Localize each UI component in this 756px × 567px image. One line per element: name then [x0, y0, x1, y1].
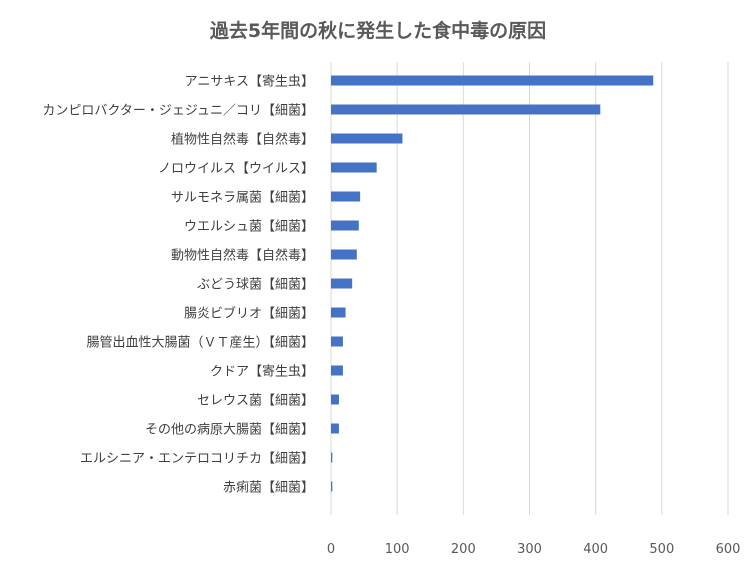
category-label: ぶどう球菌【細菌】 [197, 278, 314, 293]
category-labels: アニサキス【寄生虫】カンピロバクター・ジェジュニ／コリ【細菌】植物性自然毒【自然… [42, 74, 314, 496]
bar-12 [331, 423, 339, 434]
category-label: 植物性自然毒【自然毒】 [171, 132, 314, 148]
x-tick-label: 300 [517, 542, 542, 557]
bar-2 [331, 133, 403, 144]
x-tick-label: 100 [385, 542, 410, 557]
bar-6 [331, 249, 357, 260]
bar-0 [331, 75, 654, 86]
bar-8 [331, 307, 346, 318]
category-label: 腸管出血性大腸菌（ＶＴ産生）【細菌】 [86, 335, 314, 351]
bar-13 [331, 452, 333, 463]
bars [331, 75, 654, 492]
bar-1 [331, 104, 601, 115]
category-label: 動物性自然毒【自然毒】 [171, 248, 314, 264]
x-tick-label: 200 [451, 542, 476, 557]
bar-7 [331, 278, 353, 289]
category-label: ウエルシュ菌【細菌】 [184, 220, 314, 235]
x-axis-tick-labels: 0 100 200 300 400 500 600 [327, 542, 741, 557]
category-label: 赤痢菌【細菌】 [223, 480, 314, 496]
bar-11 [331, 394, 339, 405]
bar-3 [331, 162, 377, 173]
category-label: 腸炎ビブリオ【細菌】 [184, 306, 314, 322]
chart-title: 過去5年間の秋に発生した食中毒の原因 [210, 19, 546, 42]
gridlines [330, 62, 729, 515]
bar-5 [331, 220, 359, 231]
category-label: サルモネラ属菌【細菌】 [171, 191, 314, 206]
bar-9 [331, 336, 343, 347]
x-tick-label: 500 [649, 542, 674, 557]
category-label: クドア【寄生虫】 [210, 364, 314, 380]
category-label: エルシニア・エンテロコリチカ【細菌】 [80, 452, 314, 467]
x-tick-label: 600 [716, 542, 741, 557]
category-label: アニサキス【寄生虫】 [185, 74, 314, 90]
bar-4 [331, 191, 361, 202]
bar-10 [331, 365, 343, 376]
category-label: その他の病原大腸菌【細菌】 [145, 423, 314, 438]
x-tick-label: 0 [327, 542, 335, 557]
category-label: セレウス菌【細菌】 [197, 394, 314, 409]
category-label: カンピロバクター・ジェジュニ／コリ【細菌】 [42, 104, 314, 119]
category-label: ノロウイルス【ウイルス】 [158, 162, 314, 177]
bar-14 [331, 481, 333, 492]
x-tick-label: 400 [583, 542, 608, 557]
